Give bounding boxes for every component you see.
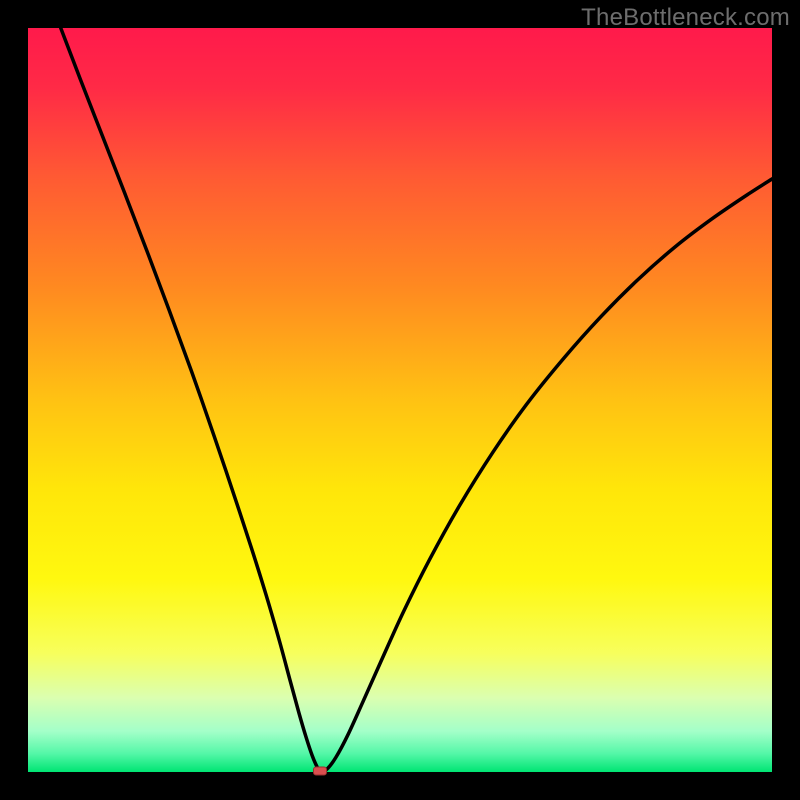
chart-frame: TheBottleneck.com [0,0,800,800]
bottleneck-curve [61,28,774,772]
curve-layer [28,28,772,772]
plot-area [28,28,772,772]
minimum-marker [313,767,327,776]
